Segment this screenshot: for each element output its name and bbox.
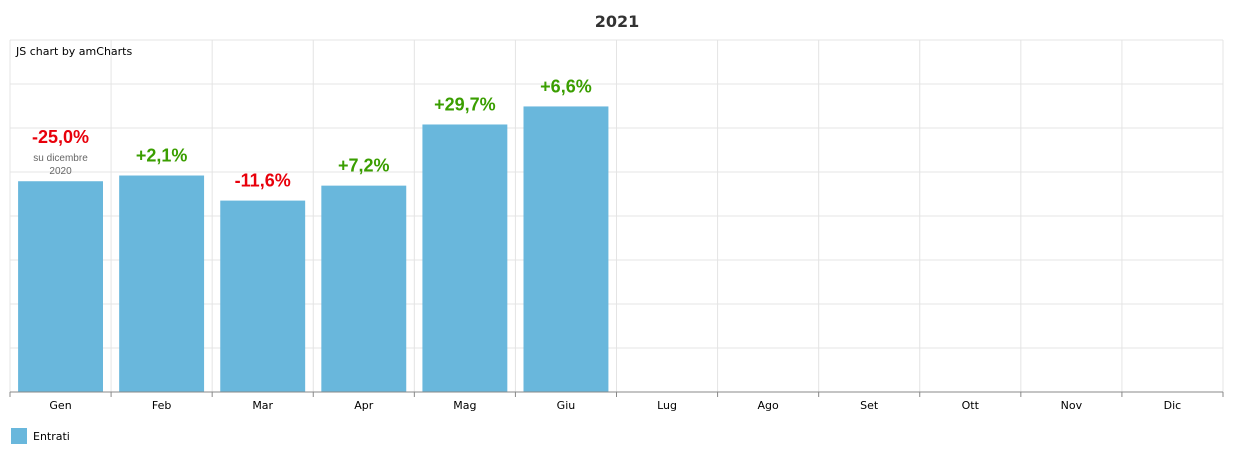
- x-tick-label: Nov: [1061, 399, 1083, 412]
- x-tick-label: Ago: [758, 399, 780, 412]
- x-tick-label: Dic: [1164, 399, 1182, 412]
- amcharts-credit[interactable]: JS chart by amCharts: [15, 45, 132, 58]
- percent-label: -11,6%: [235, 171, 291, 191]
- bar-mag: [422, 124, 508, 392]
- percent-label: +2,1%: [136, 146, 188, 166]
- x-tick-label: Gen: [49, 399, 71, 412]
- legend-label: Entrati: [33, 430, 70, 443]
- percent-sublabel: 2020: [49, 166, 72, 177]
- x-tick-label: Ott: [962, 399, 980, 412]
- x-tick-label: Mar: [252, 399, 273, 412]
- grid: [9, 39, 1224, 393]
- chart-title: 2021: [595, 12, 640, 31]
- bar-mar: [220, 200, 306, 392]
- bar-giu: [523, 106, 609, 392]
- x-tick-label: Giu: [557, 399, 576, 412]
- bar-apr: [321, 185, 407, 392]
- x-axis: Gen Feb Mar Apr Mag Giu Lug Ago Set Ott Nov Dic: [9, 391, 1224, 412]
- legend-swatch: [11, 428, 27, 444]
- x-tick-label: Set: [860, 399, 879, 412]
- percent-label: -25,0%: [32, 127, 89, 147]
- x-tick-label: Lug: [657, 399, 677, 412]
- percent-sublabel: su dicembre: [33, 153, 88, 164]
- bar-feb: [119, 175, 205, 392]
- bar-gen: [18, 181, 103, 392]
- legend[interactable]: Entrati: [11, 428, 70, 444]
- percent-label: +7,2%: [338, 156, 390, 176]
- percent-label: +6,6%: [540, 76, 592, 96]
- x-tick-label: Feb: [152, 399, 171, 412]
- x-tick-label: Apr: [354, 399, 374, 412]
- percent-label: +29,7%: [434, 94, 496, 114]
- x-tick-label: Mag: [453, 399, 476, 412]
- bars: [18, 106, 609, 392]
- percent-labels: -25,0% su dicembre 2020 +2,1% -11,6% +7,2% +29…: [32, 76, 592, 190]
